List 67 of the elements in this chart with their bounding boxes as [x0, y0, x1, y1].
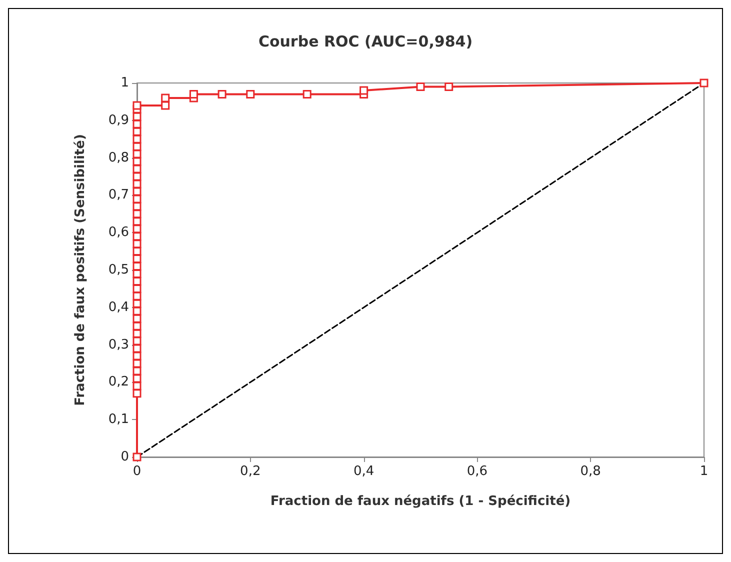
point [416, 82, 425, 91]
point [132, 262, 142, 271]
x-tick-label: 0,6 [466, 464, 488, 479]
chart-title: Courbe ROC (AUC=0,984) [258, 32, 473, 50]
point [132, 314, 142, 323]
point [132, 120, 142, 128]
y-tick-label: 0,1 [108, 412, 129, 428]
point [132, 374, 142, 383]
point [132, 232, 142, 241]
y-tick-label: 0,5 [108, 262, 129, 278]
x-axis-title: Fraction de faux négatifs (1 - Spécificité) [270, 494, 571, 509]
point [189, 90, 198, 98]
point [132, 134, 142, 144]
point [132, 269, 142, 278]
point [132, 224, 142, 234]
point [302, 90, 312, 98]
point [161, 94, 170, 102]
point [132, 322, 142, 330]
y-tick-label: 0,3 [108, 337, 129, 352]
point [132, 112, 142, 121]
point [132, 344, 142, 353]
point [132, 306, 142, 316]
point [132, 336, 142, 346]
point [132, 359, 142, 368]
point [132, 150, 142, 158]
y-axis-title: Fraction de faux positifs (Sensibilité) [73, 134, 88, 406]
point [132, 240, 142, 248]
point [700, 78, 708, 88]
point [132, 284, 142, 293]
point [132, 210, 142, 218]
point [218, 90, 226, 98]
y-tick-label: 0,9 [108, 112, 129, 128]
y-tick-label: 0,2 [108, 374, 129, 390]
x-tick-label: 0,2 [240, 464, 261, 479]
point [132, 382, 142, 390]
point [132, 389, 142, 398]
point [132, 352, 142, 360]
x-tick-label: 0,8 [580, 464, 601, 479]
x-tick-label: 0 [132, 464, 142, 479]
point [132, 127, 142, 136]
point [132, 299, 142, 308]
y-tick-label: 0 [120, 450, 129, 464]
point [132, 164, 142, 174]
x-tick-label: 1 [700, 464, 708, 479]
point [132, 142, 142, 151]
point [444, 82, 454, 91]
point [132, 329, 142, 338]
y-tick-label: 0,6 [108, 225, 129, 240]
y-tick-label: 1 [120, 76, 129, 90]
point [132, 101, 142, 110]
point [132, 217, 142, 226]
point [161, 101, 170, 110]
point [132, 194, 142, 204]
y-tick-label: 0,8 [108, 150, 129, 166]
point [246, 90, 255, 98]
point [132, 247, 142, 256]
point [132, 292, 142, 300]
point [132, 157, 142, 166]
point [132, 276, 142, 286]
x-tick-label: 0,4 [353, 464, 374, 479]
point [132, 187, 142, 196]
y-tick-label: 0,7 [108, 188, 129, 203]
y-tick-label: 0,4 [108, 300, 129, 315]
point [132, 254, 142, 264]
point [360, 86, 368, 95]
point [132, 172, 142, 181]
point [132, 202, 142, 211]
